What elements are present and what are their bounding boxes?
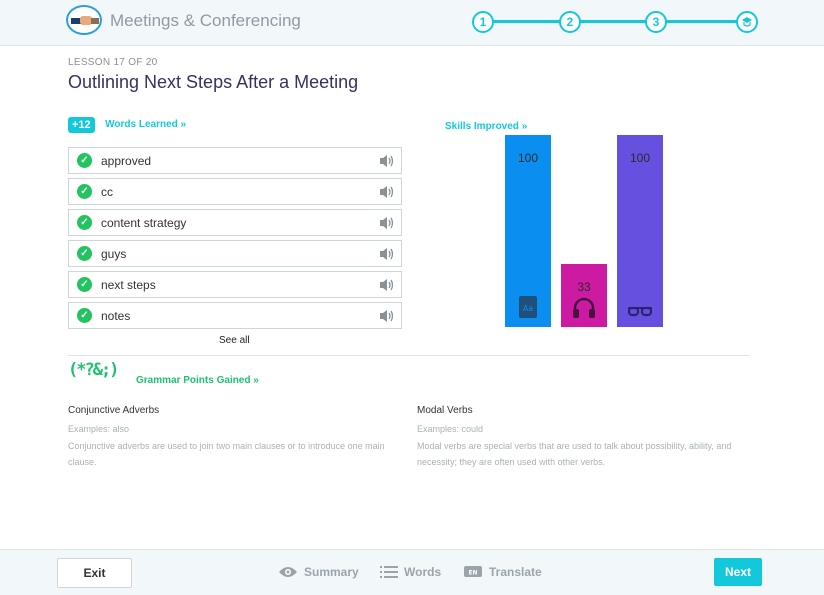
graduation-icon[interactable] (736, 11, 758, 33)
progress-step-3[interactable]: 3 (645, 11, 667, 33)
list-item: ✓ notes (68, 302, 402, 329)
grammar-point: Modal Verbs Examples: could Modal verbs … (417, 405, 753, 470)
summary-label: Summary (304, 564, 359, 579)
grammar-point-description: Modal verbs are special verbs that are u… (417, 441, 732, 467)
skill-bar-value: 33 (577, 280, 591, 294)
section-divider (68, 355, 750, 356)
skill-bar-value: 100 (629, 151, 651, 165)
word-label: notes (101, 309, 131, 323)
check-icon: ✓ (77, 153, 92, 168)
headphones-icon (561, 295, 607, 319)
lesson-progress: 1 2 3 (472, 10, 760, 34)
course-logo (66, 5, 102, 35)
speaker-icon[interactable] (378, 184, 396, 200)
grammar-icon: (*?&;) (68, 360, 119, 380)
list-item: ✓ content strategy (68, 209, 402, 236)
skill-bar-vocabulary: 100 Aa (505, 135, 551, 327)
progress-step-2[interactable]: 2 (559, 11, 581, 33)
check-icon: ✓ (77, 308, 92, 323)
check-icon: ✓ (77, 277, 92, 292)
words-label: Words (404, 564, 442, 579)
grammar-point: Conjunctive Adverbs Examples: also Conju… (68, 405, 404, 470)
words-header: +12 Words Learned » (68, 116, 186, 134)
list-item: ✓ guys (68, 240, 402, 267)
lesson-counter: LESSON 17 OF 20 (68, 57, 158, 68)
translate-button[interactable]: EN Translate (463, 564, 542, 579)
word-label: approved (101, 154, 152, 168)
bottom-bar: Exit Summary Words EN Translate Next (0, 549, 824, 595)
svg-text:EN: EN (468, 569, 477, 576)
progress-track (484, 20, 748, 23)
speaker-icon[interactable] (378, 277, 396, 293)
see-all-link[interactable]: See all (219, 335, 250, 346)
translate-icon: EN (464, 565, 482, 577)
list-item: ✓ next steps (68, 271, 402, 298)
skills-improved-link[interactable]: Skills Improved » (445, 121, 528, 133)
grammar-point-title: Modal Verbs (417, 405, 473, 416)
dictionary-icon: Aa (505, 295, 551, 319)
words-learned-link[interactable]: Words Learned » (105, 119, 187, 131)
words-count-badge: +12 (68, 116, 95, 133)
skill-bar-reading: 100 (617, 135, 663, 327)
speaker-icon[interactable] (378, 153, 396, 169)
svg-text:Aa: Aa (523, 304, 533, 313)
list-item: ✓ approved (68, 147, 402, 174)
list-item: ✓ cc (68, 178, 402, 205)
grammar-point-examples: Examples: also (68, 424, 130, 434)
top-bar: Meetings & Conferencing 1 2 3 (0, 0, 824, 46)
list-icon (380, 565, 398, 578)
check-icon: ✓ (77, 246, 92, 261)
grammar-header: Grammar Points Gained » (136, 372, 259, 390)
eye-icon (279, 566, 297, 577)
word-label: cc (101, 185, 113, 199)
word-label: next steps (101, 278, 156, 292)
words-list: ✓ approved ✓ cc ✓ content strategy ✓ guy… (68, 147, 402, 333)
speaker-icon[interactable] (378, 215, 396, 231)
skill-bar-listening: 33 (561, 264, 607, 327)
grammar-point-description: Conjunctive adverbs are used to join two… (68, 441, 385, 467)
summary-button[interactable]: Summary (278, 564, 359, 579)
course-title: Meetings & Conferencing (110, 11, 301, 30)
word-label: guys (101, 247, 127, 261)
skills-chart: 100 Aa 33 100 (500, 135, 670, 327)
word-label: content strategy (101, 216, 187, 230)
check-icon: ✓ (77, 184, 92, 199)
check-icon: ✓ (77, 215, 92, 230)
skill-bar-value: 100 (517, 151, 539, 165)
page-title: Outlining Next Steps After a Meeting (68, 72, 359, 92)
skills-header: Skills Improved » (445, 118, 527, 136)
exit-button[interactable]: Exit (57, 558, 132, 588)
grammar-point-title: Conjunctive Adverbs (68, 405, 160, 416)
progress-step-1[interactable]: 1 (472, 11, 494, 33)
next-button[interactable]: Next (714, 558, 762, 586)
grammar-points-link[interactable]: Grammar Points Gained » (136, 375, 259, 387)
speaker-icon[interactable] (378, 246, 396, 262)
speaker-icon[interactable] (378, 308, 396, 324)
glasses-icon (617, 295, 663, 319)
translate-label: Translate (489, 564, 542, 579)
grammar-point-examples: Examples: could (417, 424, 484, 434)
words-button[interactable]: Words (380, 564, 441, 579)
